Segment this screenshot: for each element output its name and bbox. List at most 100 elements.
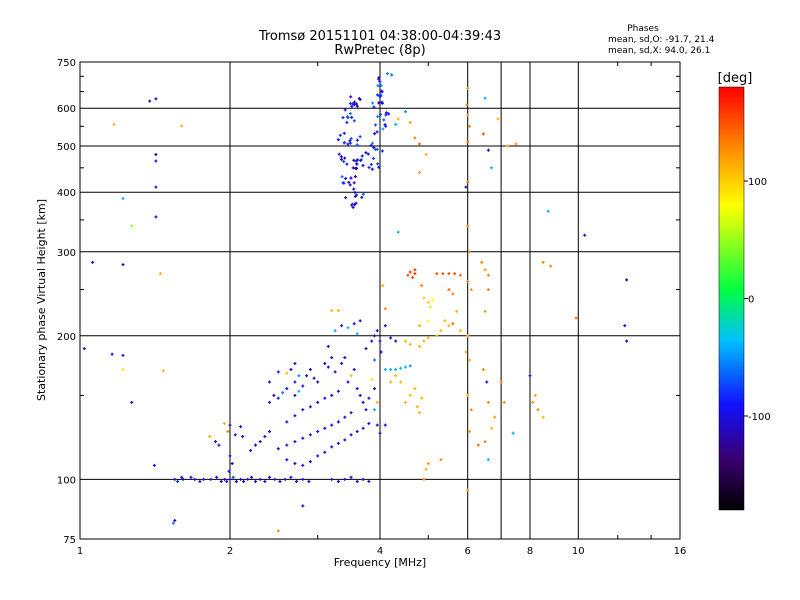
data-point [312,376,316,380]
data-point [285,458,289,462]
data-point [369,144,373,147]
data-point [268,400,271,404]
data-point [531,400,535,404]
data-point [348,112,352,116]
data-point [272,393,276,397]
data-point [370,339,374,343]
data-point [217,443,221,447]
data-point [420,396,424,400]
data-point [394,339,398,343]
data-point [348,139,352,143]
data-point [411,276,415,279]
data-point [283,477,287,481]
data-point [336,441,340,445]
data-point [208,435,212,438]
data-point [228,477,232,481]
data-point [466,140,470,144]
data-point [263,435,267,438]
data-point [465,103,469,107]
data-point [263,480,267,483]
data-point [307,480,311,483]
data-point [426,300,430,304]
data-point [352,158,356,162]
data-point [323,426,327,430]
data-point [371,156,375,160]
data-point [214,440,217,444]
data-point [297,374,301,378]
data-point [451,292,455,296]
data-point [340,175,344,179]
data-point [466,393,470,397]
data-point [481,368,485,371]
data-point [361,426,365,430]
data-point [345,162,349,166]
data-point [426,462,430,465]
data-point [439,329,443,333]
data-point [352,322,356,326]
data-point [413,136,417,140]
data-point [352,119,356,123]
data-point [308,460,312,464]
data-point [285,420,289,424]
y-tick-label: 75 [63,535,76,546]
data-point [180,124,184,128]
data-point [486,288,490,292]
data-point [173,519,177,522]
data-point [447,288,451,292]
grid-lines [80,62,680,539]
data-point [422,339,426,343]
data-point [293,414,297,418]
data-point [364,151,368,155]
data-point [367,396,371,400]
data-point [426,336,430,340]
data-point [466,224,470,228]
data-point [301,436,305,440]
data-point [490,426,494,430]
data-point [130,224,134,228]
data-point [301,477,305,481]
data-point [226,430,230,433]
data-point [349,95,353,99]
data-point [249,449,253,452]
data-point [458,273,462,277]
data-point [376,162,380,166]
data-point [230,462,234,465]
data-point [381,127,385,131]
data-point [466,113,470,117]
data-point [285,443,289,447]
data-point [443,319,447,323]
data-point [464,350,468,354]
data-point [406,273,410,277]
data-point [514,142,518,146]
data-point [356,158,360,162]
data-point [383,423,387,427]
data-point [342,160,346,163]
data-point [330,393,334,397]
data-point [468,124,471,128]
data-point [447,272,451,276]
data-point [625,278,629,282]
data-point [344,196,348,200]
data-point [353,100,356,104]
data-point [389,336,393,340]
data-point [293,380,297,384]
data-point [386,72,389,76]
data-point [355,162,359,166]
data-point [373,387,376,391]
data-point [293,362,297,365]
data-point [415,405,419,409]
data-point [370,167,374,171]
data-point [431,298,435,302]
data-point [375,130,379,134]
data-point [316,380,320,384]
data-point [254,480,257,483]
data-point [352,368,356,371]
data-point [394,122,398,126]
data-point [161,369,165,373]
data-point [181,477,185,481]
data-point [369,163,373,166]
data-point [242,480,246,483]
data-point [418,344,421,348]
data-point [333,370,337,374]
